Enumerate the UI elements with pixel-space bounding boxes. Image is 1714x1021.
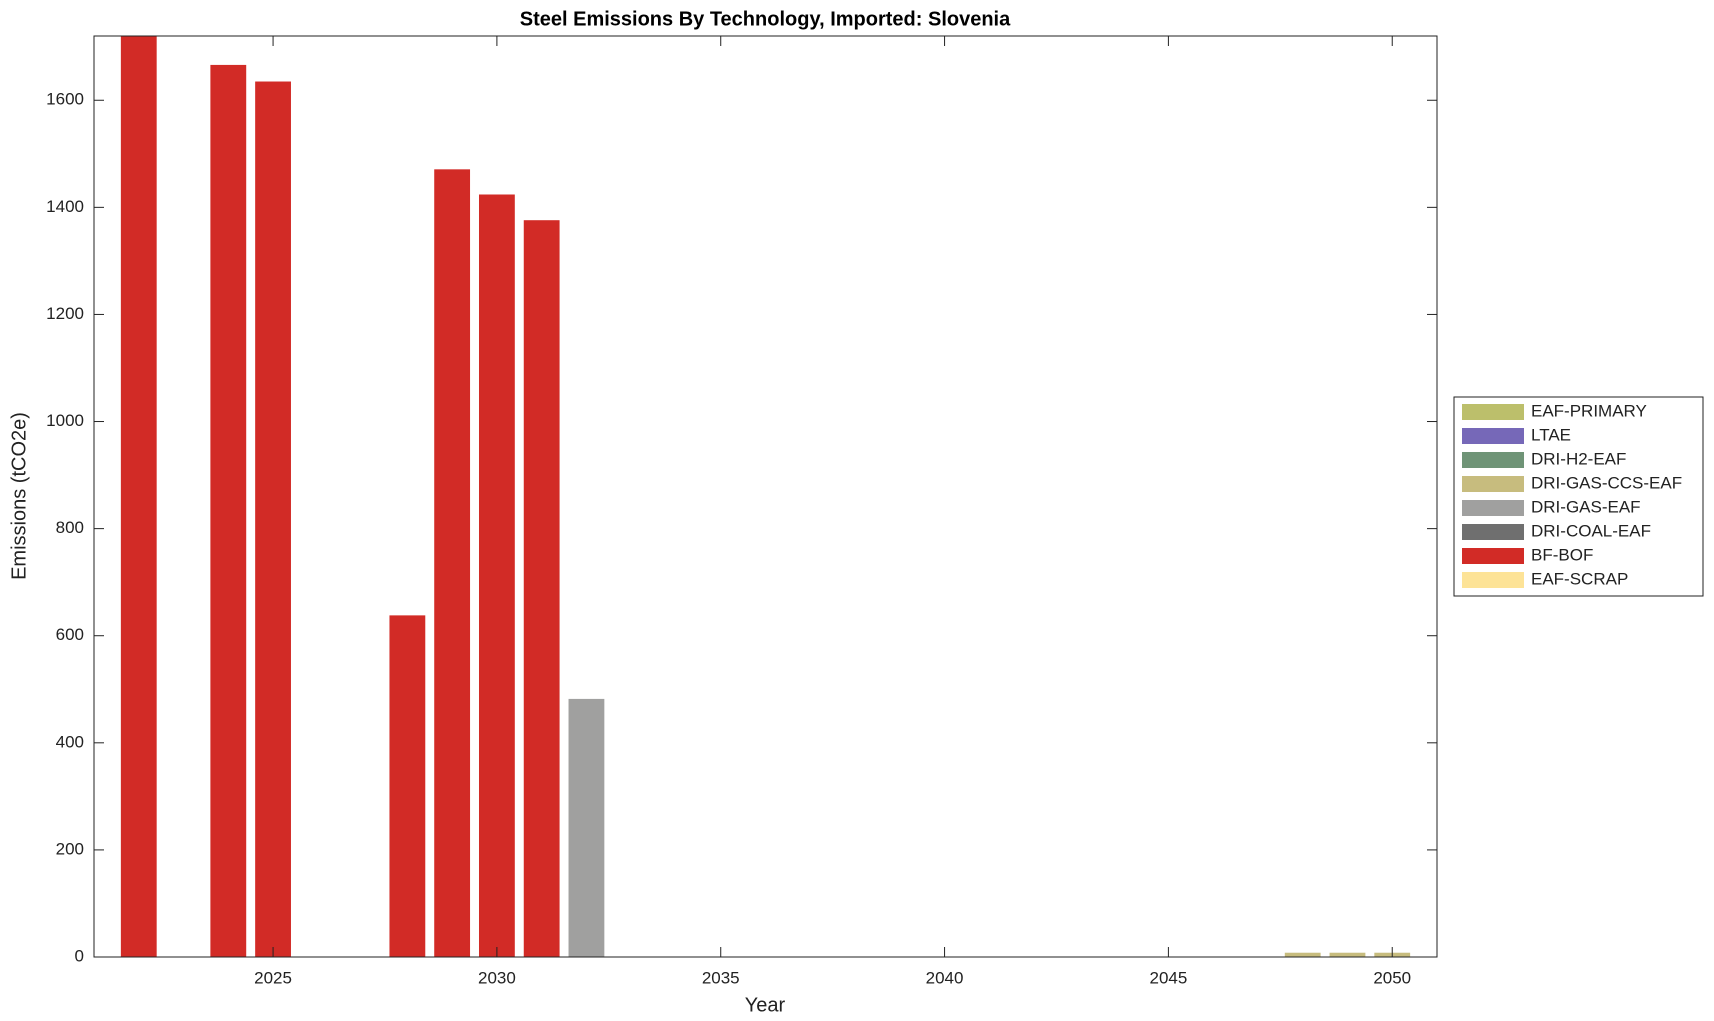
bar-segment (389, 615, 426, 957)
x-tick-label: 2025 (254, 968, 292, 987)
bar-segment (1284, 952, 1321, 957)
legend-swatch (1462, 548, 1524, 564)
legend-label: DRI-H2-EAF (1531, 449, 1626, 468)
y-axis-label: Emissions (tCO2e) (8, 412, 30, 580)
bar-segment (120, 36, 157, 957)
chart-title: Steel Emissions By Technology, Imported:… (520, 8, 1011, 30)
legend-swatch (1462, 524, 1524, 540)
y-tick-label: 200 (56, 839, 84, 858)
legend-label: EAF-PRIMARY (1531, 401, 1647, 420)
legend-swatch (1462, 500, 1524, 516)
legend-swatch (1462, 428, 1524, 444)
plot-frame (93, 35, 1438, 958)
legend-swatch (1462, 404, 1524, 420)
bar-segment (255, 81, 291, 958)
x-tick-label: 2040 (926, 968, 964, 987)
bar-segment (210, 64, 247, 958)
legend-swatch (1462, 476, 1524, 492)
legend-label: EAF-SCRAP (1531, 569, 1628, 588)
legend-swatch (1462, 452, 1524, 468)
bar-segment (478, 194, 515, 957)
bar-segment (568, 698, 605, 957)
x-tick-label: 2030 (478, 968, 516, 987)
bar-segment (434, 169, 471, 957)
y-tick-label: 0 (75, 946, 84, 965)
y-tick-label: 400 (56, 732, 84, 751)
x-tick-label: 2045 (1149, 968, 1187, 987)
legend-label: DRI-GAS-CCS-EAF (1531, 473, 1682, 492)
bar-segment (523, 220, 560, 957)
legend-label: DRI-GAS-EAF (1531, 497, 1641, 516)
legend-swatch (1462, 572, 1524, 588)
legend-label: DRI-COAL-EAF (1531, 521, 1651, 540)
y-tick-label: 1200 (46, 304, 84, 323)
legend-label: BF-BOF (1531, 545, 1593, 564)
bars (120, 36, 1411, 958)
x-tick-label: 2035 (702, 968, 740, 987)
y-tick-label: 1000 (46, 411, 84, 430)
x-axis-label: Year (745, 994, 786, 1016)
y-tick-label: 1600 (46, 90, 84, 109)
y-tick-label: 800 (56, 518, 84, 537)
legend-label: LTAE (1531, 425, 1571, 444)
bar-segment (1329, 952, 1366, 957)
y-tick-label: 1400 (46, 197, 84, 216)
y-tick-label: 600 (56, 625, 84, 644)
x-tick-label: 2050 (1373, 968, 1411, 987)
